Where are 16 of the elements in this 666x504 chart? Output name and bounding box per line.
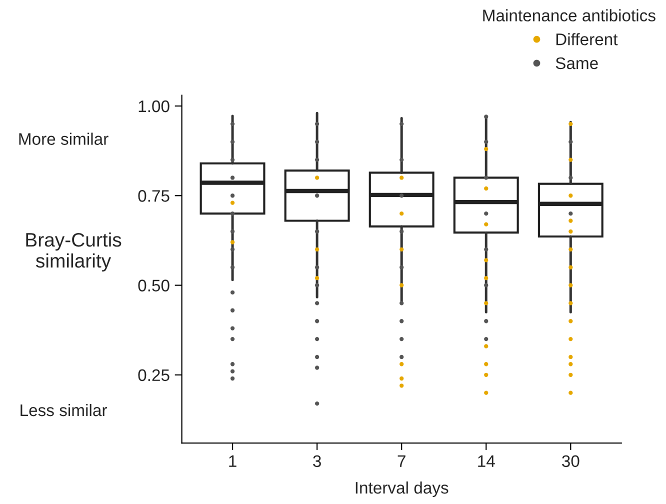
x-tick-label: 1 (229, 455, 236, 467)
legend-label: Different (556, 33, 618, 46)
text: Less similar (20, 404, 107, 416)
y-tick-label: 0.75 (138, 190, 170, 202)
text: More similar (19, 132, 108, 145)
x-tick-label: 30 (562, 455, 580, 468)
y-axis-title: Bray-Curtis similarity (26, 232, 122, 272)
y-tick-label: 0.50 (138, 280, 170, 292)
x-tick-label: 7 (398, 455, 406, 467)
x-axis-title: Interval days (356, 481, 448, 498)
y-tick-label: 0.25 (138, 369, 170, 382)
legend-title: Maintenance antibiotics (483, 9, 656, 22)
legend-label: Same (556, 57, 598, 70)
x-tick-label: 14 (478, 455, 495, 467)
x-tick-label: 3 (313, 455, 321, 468)
y-tick-label: 1.00 (138, 100, 170, 112)
